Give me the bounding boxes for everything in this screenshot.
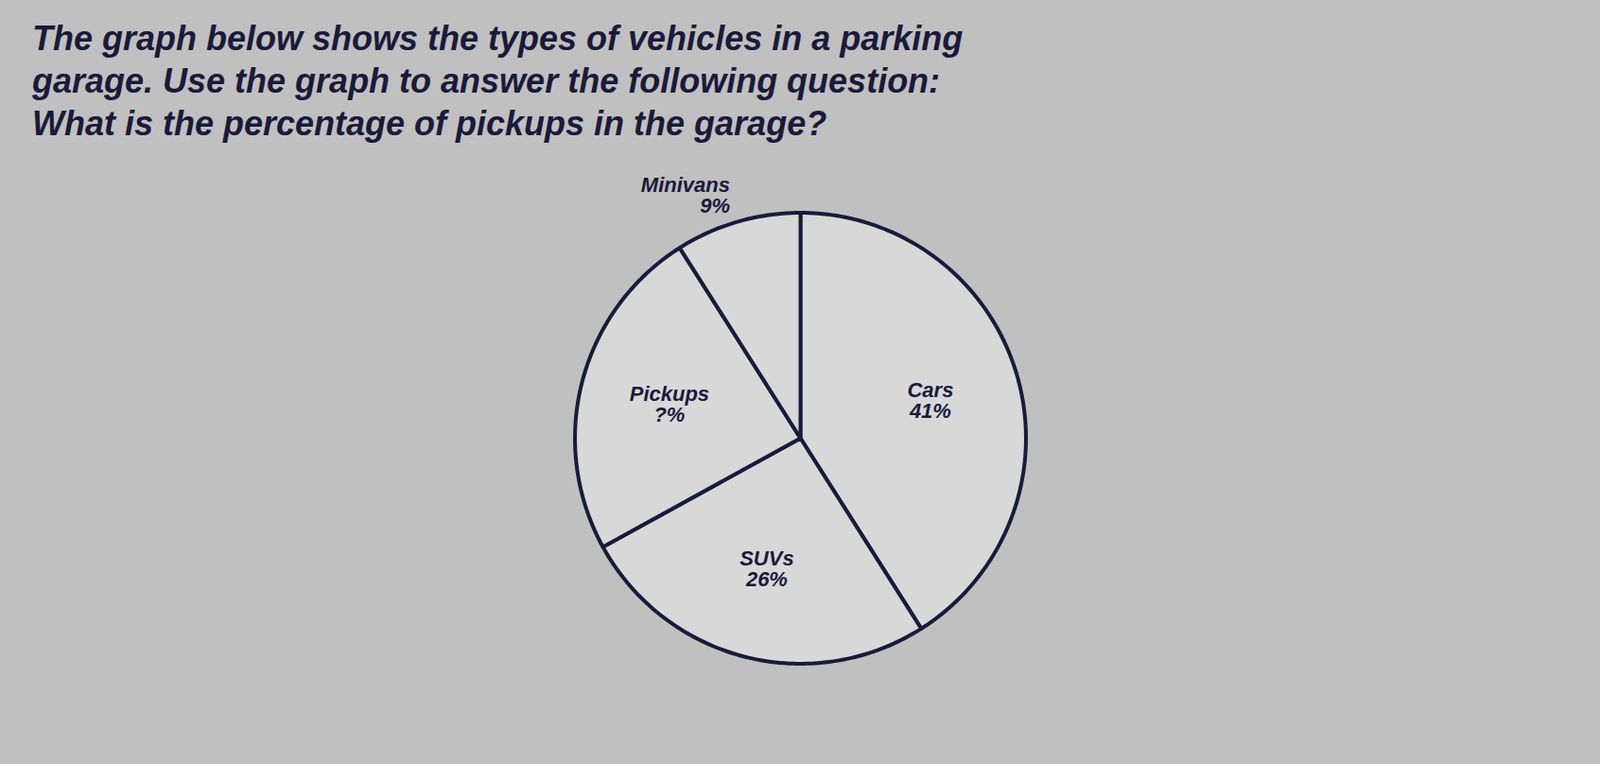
svg-text:SUVs26%: SUVs26% — [739, 546, 794, 592]
html-text:The graph below shows the type: The graph below shows the types of vehic… — [32, 18, 963, 143]
svg-text:Cars41%: Cars41% — [906, 378, 954, 423]
svg-text:Minivans9%: Minivans9% — [641, 173, 731, 218]
svg-text:Pickups?%: Pickups?% — [629, 382, 710, 427]
